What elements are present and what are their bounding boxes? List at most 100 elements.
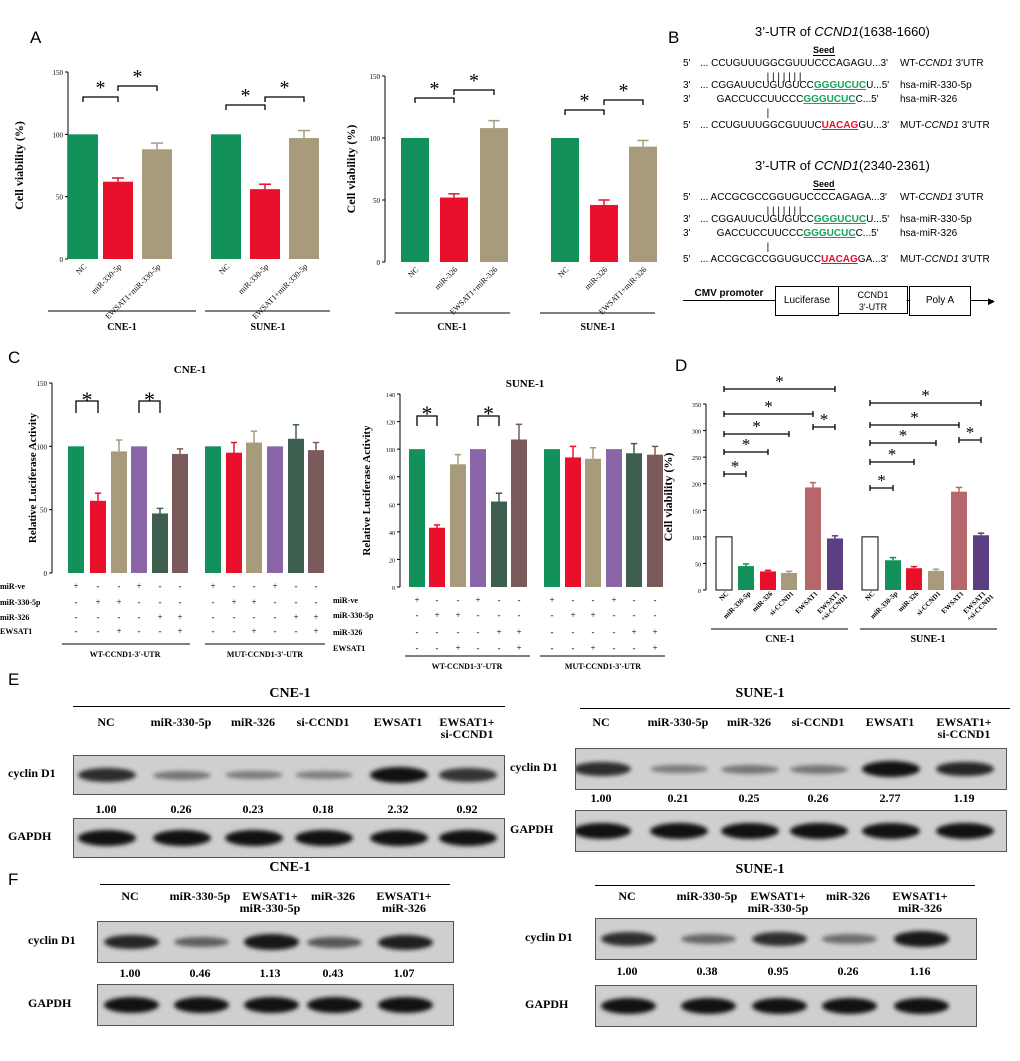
cyclin-band xyxy=(821,934,877,944)
bar xyxy=(401,138,429,262)
matrix-row-label: EWSAT1 xyxy=(333,644,365,653)
quant-value: 0.23 xyxy=(242,802,264,816)
seq-label: hsa-miR-330-5p xyxy=(900,80,972,91)
matrix-cell: - xyxy=(498,610,501,620)
bar xyxy=(440,197,468,262)
matrix-cell: + xyxy=(73,581,78,591)
matrix-cell: - xyxy=(654,595,657,605)
matrix-cell: - xyxy=(138,612,141,622)
seq-line: ... ACCGCGCCGGUGUCCCCAGAGA...3' xyxy=(700,192,887,203)
cyclin-band xyxy=(893,931,949,947)
lane-label: EWSAT1+ miR-330-5p xyxy=(747,889,809,915)
seq-line: ... CGGAUUCUGUGUCCGGGUCUCU...5' xyxy=(700,214,890,225)
seq-line: ... ACCGCGCCGGUGUCCUACAGGA...3' xyxy=(700,254,889,265)
matrix-cell: - xyxy=(654,610,657,620)
gapdh-blot xyxy=(595,985,977,1027)
matrix-cell: - xyxy=(633,595,636,605)
matrix-cell: - xyxy=(179,597,182,607)
y-tick-label: 50 xyxy=(373,197,381,205)
gapdh-band xyxy=(600,998,656,1014)
matrix-cell: - xyxy=(274,597,277,607)
bar xyxy=(973,535,989,590)
matrix-cell: - xyxy=(233,626,236,636)
bar xyxy=(647,454,663,587)
matrix-cell: - xyxy=(572,643,575,653)
protein-label: cyclin D1 xyxy=(525,930,573,944)
sig-star: * xyxy=(966,423,975,442)
group-label: CNE-1 xyxy=(765,634,794,645)
gapdh-band xyxy=(295,830,353,846)
seq-prefix: 3' xyxy=(683,214,691,225)
x-tick-label: miR-326 xyxy=(433,265,459,291)
matrix-cell: - xyxy=(274,612,277,622)
quant-value: 1.19 xyxy=(953,791,975,805)
bar xyxy=(480,128,508,262)
bar xyxy=(103,181,133,259)
sig-star: * xyxy=(752,417,761,436)
bar xyxy=(626,453,642,587)
bar xyxy=(805,487,821,590)
matrix-cell: - xyxy=(97,626,100,636)
lane-label: miR-330-5p xyxy=(647,715,709,729)
matrix-cell: + xyxy=(177,612,182,622)
panel-label-b: B xyxy=(668,28,680,47)
bar xyxy=(288,438,304,573)
matrix-cell: + xyxy=(251,626,256,636)
gapdh-band xyxy=(721,823,779,839)
y-tick-label: 20 xyxy=(389,558,395,564)
bar xyxy=(226,452,242,573)
cyclin-blot xyxy=(97,921,454,963)
cyclin-band xyxy=(650,764,708,774)
bar xyxy=(590,204,618,262)
protein-label: cyclin D1 xyxy=(510,760,558,774)
panel-label-f: F xyxy=(8,870,19,889)
sig-line xyxy=(812,424,836,430)
matrix-cell: - xyxy=(633,643,636,653)
lane-label: si-CCND1 xyxy=(791,715,845,729)
bar xyxy=(68,446,84,573)
matrix-cell: - xyxy=(477,627,480,637)
matrix-cell: - xyxy=(75,597,78,607)
bar xyxy=(429,527,445,587)
gapdh-band xyxy=(893,998,949,1014)
matrix-cell: + xyxy=(549,595,554,605)
matrix-cell: - xyxy=(315,597,318,607)
bar xyxy=(760,571,776,590)
quant-value: 0.92 xyxy=(456,802,478,816)
x-tick-label: miR-330-5p xyxy=(236,262,270,296)
construct-polya: Poly A xyxy=(909,286,971,316)
gapdh-band xyxy=(821,998,877,1014)
sig-star: * xyxy=(430,78,440,100)
sig-bracket xyxy=(414,97,455,103)
gapdh-band xyxy=(680,998,736,1014)
cyclin-band xyxy=(295,770,353,780)
matrix-cell: - xyxy=(477,610,480,620)
group-label: SUNE-1 xyxy=(910,634,945,645)
matrix-cell: + xyxy=(516,627,521,637)
gapdh-band xyxy=(650,823,708,839)
cyclin-band xyxy=(370,767,428,783)
gapdh-band xyxy=(377,997,433,1013)
y-tick-label: 0 xyxy=(44,570,48,578)
sig-line xyxy=(869,485,894,491)
sig-line xyxy=(869,440,937,446)
blot-divider xyxy=(580,708,1010,709)
bar xyxy=(715,536,733,591)
sig-line xyxy=(869,459,915,465)
y-tick-label: 140 xyxy=(386,393,395,399)
protein-label: cyclin D1 xyxy=(8,766,56,780)
bar xyxy=(511,439,527,587)
bar xyxy=(585,458,601,587)
gapdh-band xyxy=(751,998,807,1014)
cyclin-band xyxy=(439,768,497,782)
matrix-cell: - xyxy=(572,595,575,605)
seq-label: WT-CCND1 3'UTR xyxy=(900,58,984,69)
matrix-cell: - xyxy=(436,595,439,605)
seq-line: | xyxy=(700,108,770,119)
group-label: WT-CCND1-3'-UTR xyxy=(90,650,161,659)
seq-line: ... CGGAUUCUGUGUCCGGGUCUCU...5' xyxy=(700,80,890,91)
matrix-cell: - xyxy=(457,595,460,605)
protein-label: cyclin D1 xyxy=(28,933,76,947)
gapdh-blot xyxy=(575,810,1007,852)
sig-star: * xyxy=(775,372,784,391)
